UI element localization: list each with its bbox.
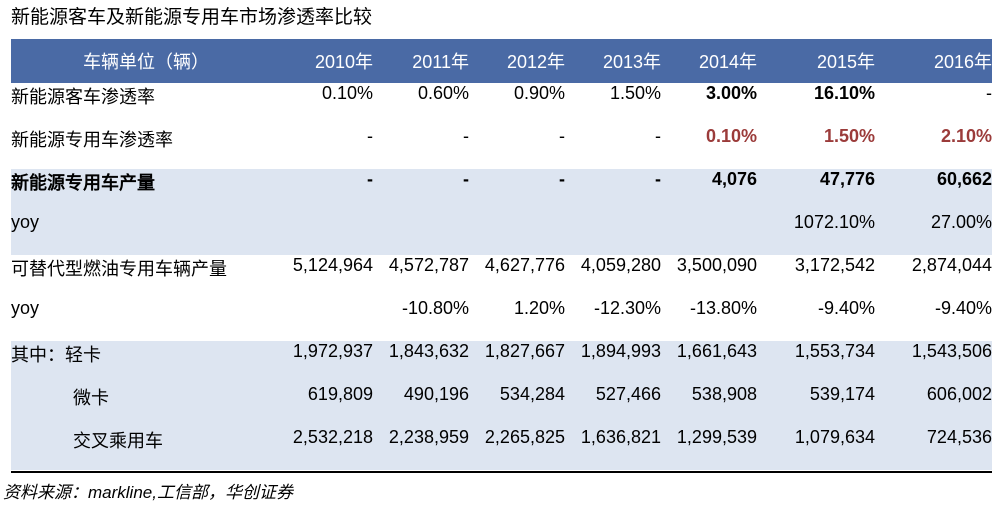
header-2015: 2015年 <box>816 52 875 72</box>
table-cell: 60,662 <box>936 169 992 189</box>
table-cell: 0.10% <box>705 126 757 146</box>
table-cell: 2.10% <box>940 126 992 146</box>
row-label: 可替代型燃油专用车辆产量 <box>11 259 227 279</box>
table-row: 新能源客车渗透率 0.10% 0.60% 0.90% 1.50% 3.00% 1… <box>11 83 992 126</box>
table-cell: - <box>367 126 373 146</box>
penetration-table: 车辆单位（辆） 2010年 2011年 2012年 2013年 2014年 20… <box>11 39 992 470</box>
header-2011: 2011年 <box>412 52 469 72</box>
header-unit: 车辆单位（辆） <box>83 52 209 72</box>
source-note: 资料来源：markline,工信部，华创证券 <box>3 483 293 502</box>
table-cell: - <box>655 126 661 146</box>
table-cell: 1,843,632 <box>388 341 469 361</box>
table-cell: 1,636,821 <box>580 427 661 447</box>
table-cell: 619,809 <box>307 384 373 404</box>
table-cell: 2,265,825 <box>484 427 565 447</box>
table-cell: - <box>559 169 565 189</box>
table-row: 其中：轻卡 1,972,937 1,843,632 1,827,667 1,89… <box>11 341 992 384</box>
table-row: 新能源专用车渗透率 - - - - 0.10% 1.50% 2.10% <box>11 126 992 169</box>
table-row: 微卡 619,809 490,196 534,284 527,466 538,9… <box>11 384 992 427</box>
table-row: yoy -10.80% 1.20% -12.30% -13.80% -9.40%… <box>11 298 992 341</box>
row-label: 新能源客车渗透率 <box>11 87 155 107</box>
table-cell: 27.00% <box>930 212 992 232</box>
table-cell: - <box>463 126 469 146</box>
row-label: 交叉乘用车 <box>73 431 163 451</box>
table-cell: 1,079,634 <box>794 427 875 447</box>
table-cell: - <box>367 169 373 189</box>
header-2012: 2012年 <box>506 52 565 72</box>
table-cell: -10.80% <box>401 298 469 318</box>
table-cell: 1.50% <box>609 83 661 103</box>
table-row: 交叉乘用车 2,532,218 2,238,959 2,265,825 1,63… <box>11 427 992 470</box>
table-row: yoy 1072.10% 27.00% <box>11 212 992 255</box>
table-cell: 4,076 <box>711 169 757 189</box>
table-cell: 527,466 <box>595 384 661 404</box>
table-cell: 47,776 <box>819 169 875 189</box>
table-cell: 4,059,280 <box>580 255 661 275</box>
header-2014: 2014年 <box>698 52 757 72</box>
table-cell: 1,299,539 <box>676 427 757 447</box>
table-cell: 1,661,643 <box>676 341 757 361</box>
row-label: 其中：轻卡 <box>11 345 101 365</box>
table-cell: 539,174 <box>809 384 875 404</box>
table-row: 新能源专用车产量 - - - - 4,076 47,776 60,662 <box>11 169 992 212</box>
table-cell <box>661 212 757 255</box>
table-cell: 2,874,044 <box>911 255 992 275</box>
table-cell: 490,196 <box>403 384 469 404</box>
row-label: yoy <box>11 298 40 318</box>
table-cell: 1.50% <box>823 126 875 146</box>
table-cell: 3.00% <box>705 83 757 103</box>
table-cell: 0.60% <box>417 83 469 103</box>
table-cell <box>281 298 373 341</box>
table-cell: 538,908 <box>691 384 757 404</box>
table-cell: 1,553,734 <box>794 341 875 361</box>
row-label: yoy <box>11 212 40 232</box>
table-cell: 1072.10% <box>793 212 875 232</box>
table-cell: 1.20% <box>513 298 565 318</box>
table-cell: 4,572,787 <box>388 255 469 275</box>
table-cell: 4,627,776 <box>484 255 565 275</box>
table-cell: 1,894,993 <box>580 341 661 361</box>
table-cell: - <box>655 169 661 189</box>
table-cell: 3,172,542 <box>794 255 875 275</box>
table-cell: 2,532,218 <box>292 427 373 447</box>
header-2016: 2016年 <box>933 52 992 72</box>
header-row: 车辆单位（辆） 2010年 2011年 2012年 2013年 2014年 20… <box>11 39 992 83</box>
table-cell: 1,543,506 <box>911 341 992 361</box>
row-label: 新能源专用车渗透率 <box>11 130 173 150</box>
table-cell: 5,124,964 <box>292 255 373 275</box>
page-title: 新能源客车及新能源专用车市场渗透率比较 <box>11 7 373 28</box>
table-cell: 0.90% <box>513 83 565 103</box>
table-cell: - <box>986 83 992 103</box>
table-cell: 1,972,937 <box>292 341 373 361</box>
table-cell: - <box>559 126 565 146</box>
table-cell: -9.40% <box>934 298 992 318</box>
row-label: 新能源专用车产量 <box>11 173 155 193</box>
table-cell <box>373 212 469 255</box>
table-cell: -9.40% <box>817 298 875 318</box>
table-cell: 0.10% <box>321 83 373 103</box>
bottom-rule <box>11 471 992 473</box>
table-cell: 724,536 <box>926 427 992 447</box>
table-cell: - <box>463 169 469 189</box>
table-cell: 1,827,667 <box>484 341 565 361</box>
table-cell: 534,284 <box>499 384 565 404</box>
header-2013: 2013年 <box>602 52 661 72</box>
table-cell: 606,002 <box>926 384 992 404</box>
table-cell: -12.30% <box>593 298 661 318</box>
table-cell: -13.80% <box>689 298 757 318</box>
table-cell <box>565 212 661 255</box>
table-cell: 3,500,090 <box>676 255 757 275</box>
table-cell <box>281 212 373 255</box>
table-cell: 2,238,959 <box>388 427 469 447</box>
table-cell: 16.10% <box>813 83 875 103</box>
row-label: 微卡 <box>73 388 109 408</box>
table-cell <box>469 212 565 255</box>
table-row: 可替代型燃油专用车辆产量 5,124,964 4,572,787 4,627,7… <box>11 255 992 298</box>
header-2010: 2010年 <box>314 52 373 72</box>
